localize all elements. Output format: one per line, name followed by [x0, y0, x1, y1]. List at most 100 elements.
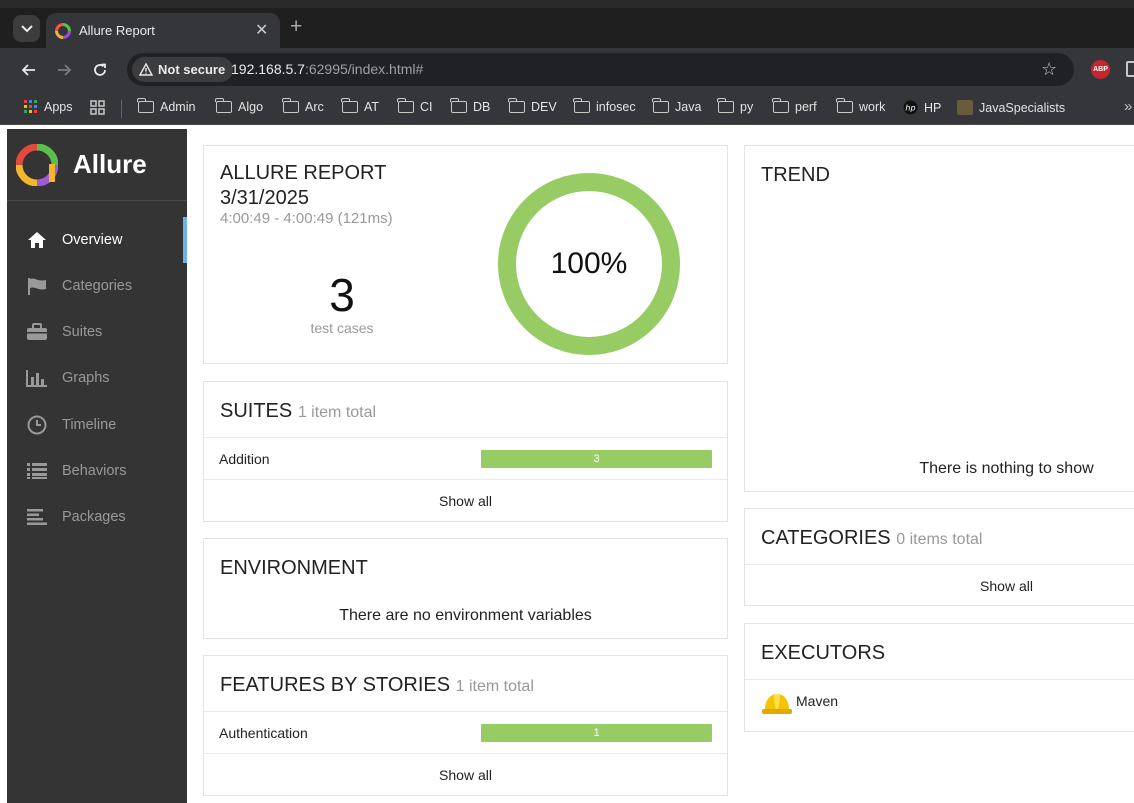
bookmark-folder-work[interactable]: work [836, 98, 885, 114]
divider [204, 479, 727, 480]
browser-tab[interactable]: Allure Report ✕ [46, 13, 280, 48]
bookmark-folder-algo[interactable]: Algo [215, 98, 263, 114]
bookmark-apps[interactable]: Apps [24, 100, 73, 114]
folder-icon [652, 98, 669, 113]
environment-empty-message: There are no environment variables [339, 607, 592, 624]
bookmark-folder-perf[interactable]: perf [772, 98, 817, 114]
folder-icon [282, 98, 299, 113]
bookmark-folder-dev[interactable]: DEV [508, 98, 557, 114]
features-show-all-link[interactable]: Show all [439, 767, 492, 783]
trend-empty-message: There is nothing to show [919, 460, 1094, 477]
bookmark-star-icon[interactable]: ☆ [1041, 59, 1058, 79]
feature-name: Authentication [219, 725, 308, 741]
report-title: ALLURE REPORT [220, 162, 387, 184]
arrow-right-icon [58, 64, 72, 76]
divider [204, 437, 727, 438]
donut-passed-arc [498, 173, 680, 355]
folder-icon [508, 98, 525, 113]
pass-rate-donut [498, 173, 680, 355]
bookmark-folder-arc[interactable]: Arc [282, 98, 324, 114]
suites-widget: SUITES 1 item total Addition 3 Show all [203, 381, 728, 522]
features-widget: FEATURES BY STORIES 1 item total Authent… [203, 655, 728, 796]
back-button[interactable] [18, 59, 40, 81]
bookmark-folder-admin[interactable]: Admin [137, 98, 195, 114]
suites-count: 1 item total [297, 404, 377, 421]
nav-graphs[interactable]: Graphs [7, 355, 187, 401]
trend-title: TREND [761, 164, 830, 186]
bookmark-folder-py[interactable]: py [717, 98, 753, 114]
arrow-left-icon [21, 64, 35, 76]
executors-title: EXECUTORS [761, 642, 886, 664]
table-row[interactable]: Authentication 1 [204, 712, 727, 753]
warning-icon [139, 63, 153, 76]
pass-rate-label: 100% [550, 247, 628, 280]
address-bar[interactable]: Not secure 192.168.5.7:62995/index.html#… [127, 53, 1074, 86]
bookmark-javaspecialists[interactable]: JavaSpecialists [957, 100, 1065, 115]
divider [204, 711, 727, 712]
table-row[interactable]: Addition 3 [204, 438, 727, 479]
url-text[interactable]: 192.168.5.7:62995/index.html# [231, 61, 423, 77]
bar-chart-icon [26, 367, 48, 389]
executors-widget: EXECUTORS Maven [744, 623, 1134, 732]
bookmark-folder-db[interactable]: DB [450, 98, 490, 114]
nav-packages[interactable]: Packages [7, 494, 187, 540]
bookmark-folder-at[interactable]: AT [341, 98, 379, 114]
environment-widget: ENVIRONMENT There are no environment var… [203, 538, 728, 639]
summary-widget: ALLURE REPORT 3/31/2025 4:00:49 - 4:00:4… [203, 145, 728, 364]
hp-logo-icon: hp [903, 100, 918, 115]
bookmark-separator [121, 100, 122, 118]
briefcase-icon [26, 321, 48, 343]
list-item[interactable]: Maven [745, 680, 1134, 732]
suites-show-all-link[interactable]: Show all [439, 493, 492, 509]
extensions-icon[interactable] [1126, 61, 1134, 77]
trend-widget: TREND There is nothing to show [744, 145, 1134, 492]
nav-behaviors[interactable]: Behaviors [7, 448, 187, 494]
reload-icon [94, 63, 106, 76]
bookmark-folder-java[interactable]: Java [652, 98, 701, 114]
reload-button[interactable] [89, 59, 111, 81]
more-bookmarks-icon[interactable]: » [1124, 98, 1133, 115]
browser-tabstrip: Allure Report ✕ + [0, 0, 1134, 48]
report-time-range: 4:00:49 - 4:00:49 (121ms) [220, 210, 393, 227]
security-indicator[interactable]: Not secure [132, 57, 234, 82]
url-host: 192.168.5.7 [231, 61, 305, 77]
folder-icon [717, 98, 734, 113]
bookmark-hp[interactable]: hp HP [903, 100, 941, 115]
security-label: Not secure [158, 62, 226, 77]
feature-passed-bar: 1 [481, 724, 712, 742]
allure-logo-icon [16, 144, 58, 186]
folder-icon [836, 98, 853, 113]
hard-hat-icon [762, 694, 792, 714]
suite-name: Addition [219, 451, 270, 467]
folder-icon [397, 98, 414, 113]
brand-logo[interactable]: Allure [7, 129, 187, 201]
features-title: FEATURES BY STORIES 1 item total [220, 674, 534, 696]
nav-timeline[interactable]: Timeline [7, 402, 187, 448]
tab-close-icon[interactable]: ✕ [255, 22, 269, 39]
bookmark-folder-ci[interactable]: CI [397, 98, 433, 114]
categories-title: CATEGORIES 0 items total [761, 527, 983, 549]
divider [204, 753, 727, 754]
executor-name: Maven [796, 693, 839, 709]
categories-show-all-link[interactable]: Show all [980, 578, 1033, 594]
main-content: ALLURE REPORT 3/31/2025 4:00:49 - 4:00:4… [187, 129, 1134, 803]
test-count: 3 [329, 269, 355, 321]
allure-favicon-icon [55, 23, 71, 39]
divider [745, 679, 1134, 680]
bookmark-folder-infosec[interactable]: infosec [573, 98, 636, 114]
list-icon [26, 460, 48, 482]
tab-search-button[interactable] [13, 15, 40, 42]
suites-title: SUITES 1 item total [220, 400, 377, 422]
nav-categories[interactable]: Categories [7, 263, 187, 309]
folder-icon [450, 98, 467, 113]
brand-name: Allure [73, 149, 147, 179]
folder-icon [772, 98, 789, 113]
nav-suites[interactable]: Suites [7, 309, 187, 355]
forward-button[interactable] [53, 59, 75, 81]
nav-overview[interactable]: Overview [7, 217, 187, 263]
folder-icon [215, 98, 232, 113]
new-tab-button[interactable]: + [290, 15, 303, 38]
tab-groups-icon[interactable] [90, 100, 105, 115]
chevron-down-icon [20, 24, 33, 32]
adblock-extension-icon[interactable]: ABP [1091, 60, 1110, 79]
